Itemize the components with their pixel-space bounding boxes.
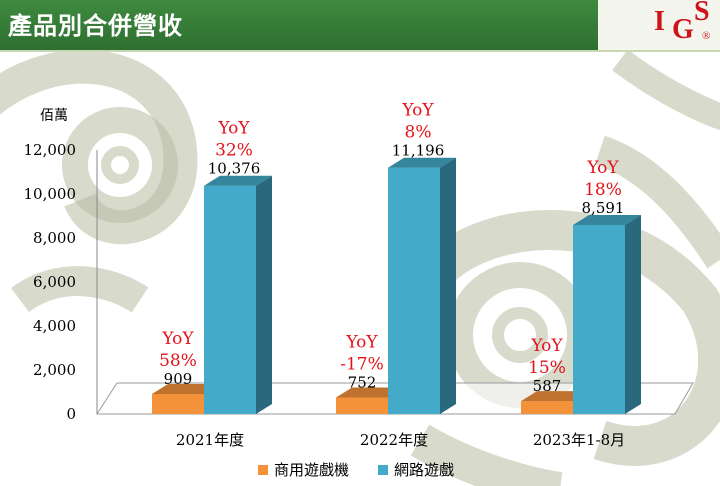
- company-logo: I G S ®: [598, 0, 720, 50]
- data-label: 10,376: [208, 160, 261, 178]
- x-category-label: 2021年度: [176, 431, 244, 449]
- yoy-value: 32%: [215, 141, 253, 161]
- arcade-bar-top: [521, 391, 589, 402]
- yoy-value: 18%: [584, 180, 622, 200]
- logo-letter-g: G: [672, 14, 694, 45]
- page-title: 產品別合併營收: [8, 12, 183, 40]
- online-bar-side: [440, 157, 456, 415]
- arcade-bar-top: [152, 384, 220, 395]
- yoy-prefix: YoY: [401, 101, 434, 121]
- data-label: 11,196: [392, 142, 445, 160]
- online-bar: [573, 214, 641, 414]
- y-tick-label: 6,000: [33, 273, 76, 291]
- online-bar: [204, 175, 272, 414]
- y-axis: 0 2,000 4,000 6,000 8,000 10,000 12,000 佰萬: [24, 108, 98, 423]
- online-bar-side: [625, 214, 641, 414]
- x-category-label: 2023年1-8月: [533, 431, 625, 449]
- x-category-label: 2022年度: [360, 431, 428, 449]
- yoy-prefix: YoY: [345, 332, 378, 352]
- y-tick-label: 0: [66, 405, 76, 423]
- label-group: 90958%YoY10,37632%YoY2021年度752-17%YoY11,…: [159, 101, 625, 449]
- header-bar: 產品別合併營收 I G S ®: [0, 0, 720, 52]
- arcade-bar-front: [152, 394, 204, 414]
- legend-label: 商用遊戲機: [274, 461, 349, 479]
- y-tick-label: 2,000: [33, 361, 76, 379]
- y-tick-label: 12,000: [24, 141, 77, 159]
- logo-registered-mark: ®: [702, 30, 711, 42]
- online-bar-top: [573, 214, 641, 225]
- online-bar-front: [204, 185, 256, 414]
- y-tick-label: 4,000: [33, 317, 76, 335]
- data-label: 587: [533, 377, 562, 395]
- online-bar-top: [388, 157, 456, 168]
- yoy-value: 15%: [528, 358, 566, 378]
- yoy-value: 8%: [405, 123, 432, 143]
- yoy-prefix: YoY: [530, 336, 563, 356]
- y-tick-label: 10,000: [24, 185, 77, 203]
- logo-letter-s: S: [694, 0, 710, 27]
- arcade-bar-top: [336, 387, 404, 398]
- online-bar-top: [204, 175, 272, 186]
- data-label: 752: [348, 373, 377, 391]
- yoy-value: -17%: [340, 354, 384, 374]
- arcade-bar-front: [336, 397, 388, 414]
- y-tick-label: 8,000: [33, 229, 76, 247]
- data-label: 909: [164, 370, 193, 388]
- legend: 商用遊戲機 網路遊戲: [258, 461, 454, 479]
- arcade-bar-front: [521, 401, 573, 414]
- legend-swatch: [378, 465, 388, 475]
- data-label: 8,591: [582, 199, 625, 217]
- yoy-prefix: YoY: [161, 329, 194, 349]
- yoy-prefix: YoY: [586, 158, 619, 178]
- logo-letter-i: I: [654, 6, 665, 37]
- yoy-value: 58%: [159, 351, 197, 371]
- online-bar-side: [256, 175, 272, 414]
- online-bar: [388, 157, 456, 415]
- online-bar-front: [388, 167, 440, 414]
- yoy-prefix: YoY: [217, 119, 250, 139]
- bar-group: [152, 157, 641, 415]
- online-bar-front: [573, 224, 625, 414]
- legend-label: 網路遊戲: [394, 461, 454, 479]
- legend-swatch: [258, 465, 268, 475]
- y-axis-title: 佰萬: [40, 108, 68, 124]
